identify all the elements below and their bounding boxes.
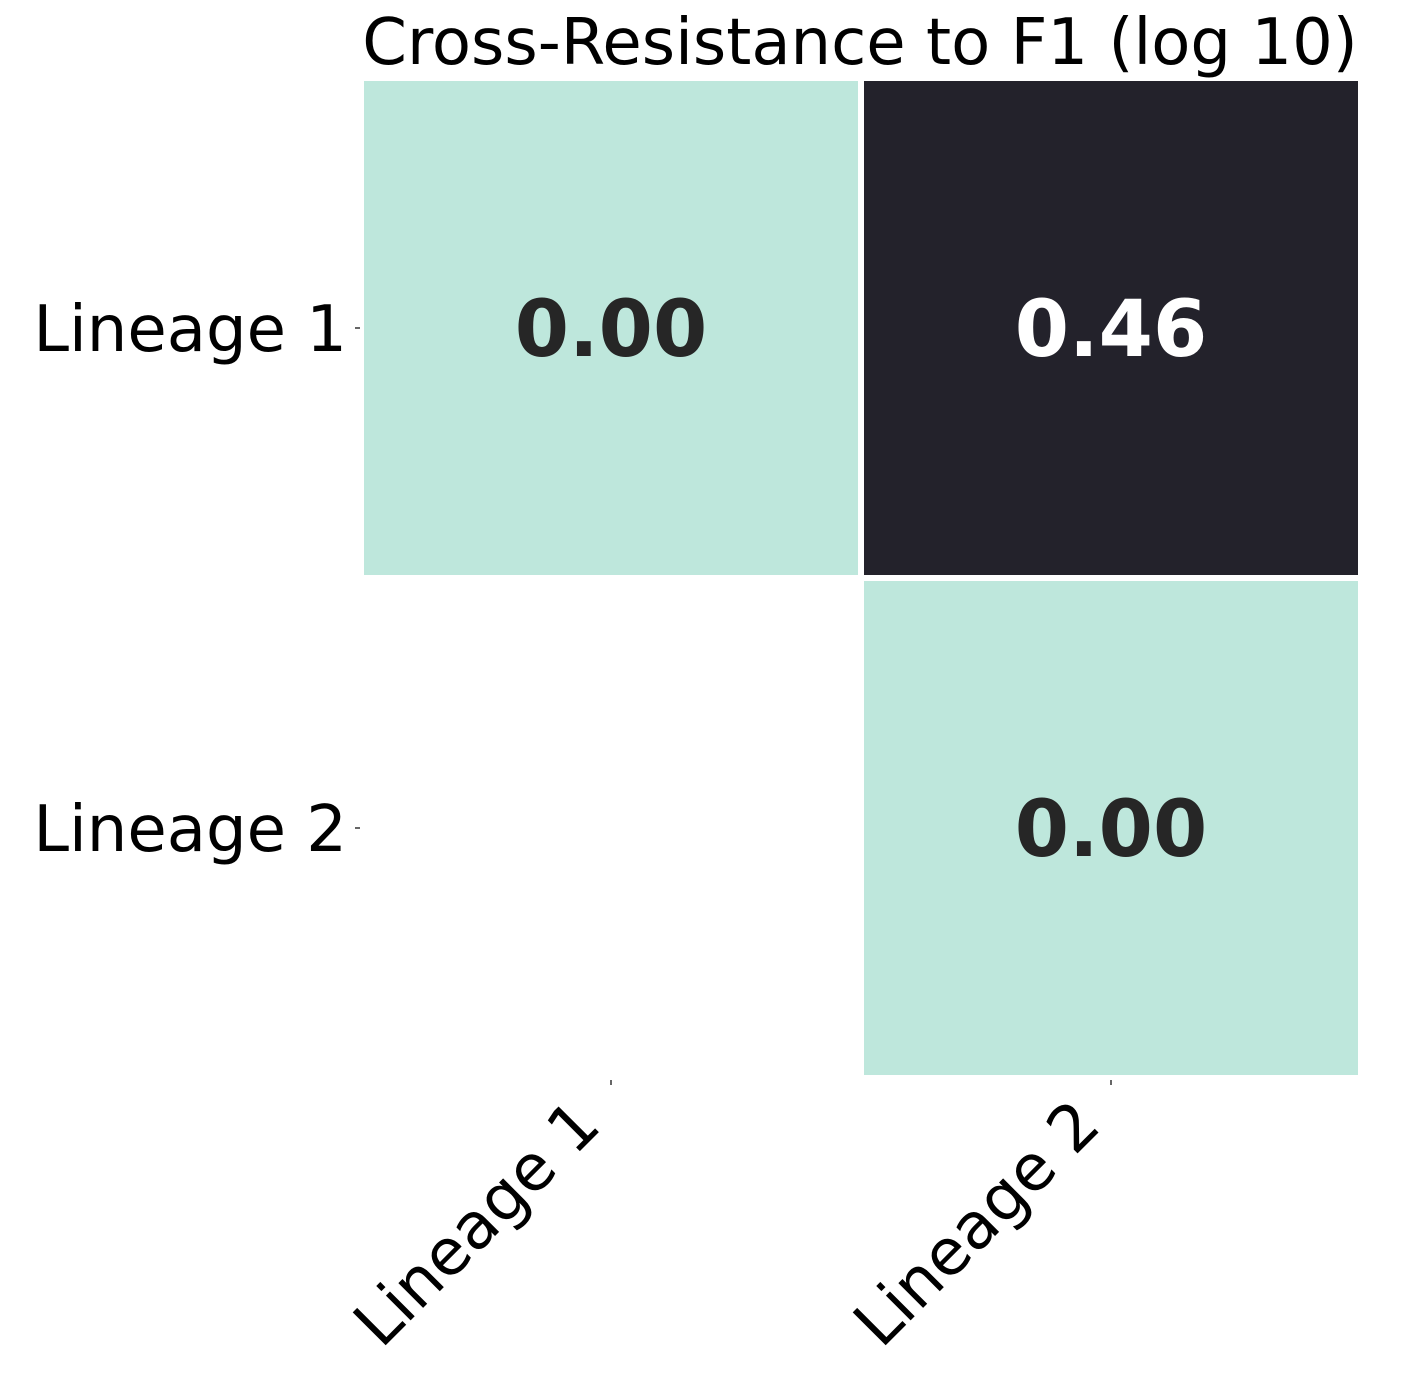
heatmap-cell [864, 81, 1358, 575]
x-axis: Lineage 1 Lineage 2 [340, 1080, 1114, 1361]
y-axis: Lineage 1 Lineage 2 [33, 293, 360, 867]
cell-value-label: 0.00 [515, 285, 707, 375]
x-tick-label: Lineage 1 [340, 1087, 614, 1361]
cell-value-label: 0.46 [1015, 285, 1207, 375]
chart-title: Cross-Resistance to F1 (log 10) [362, 6, 1358, 80]
heatmap-cell [364, 81, 858, 575]
cell-value-label: 0.00 [1015, 785, 1207, 875]
x-tick-label: Lineage 2 [840, 1087, 1114, 1361]
heatmap-cells: 0.00 0.46 0.00 [364, 81, 1358, 1075]
heatmap-cell [864, 581, 1358, 1075]
y-tick-label: Lineage 2 [33, 793, 347, 867]
y-tick-label: Lineage 1 [33, 293, 347, 367]
